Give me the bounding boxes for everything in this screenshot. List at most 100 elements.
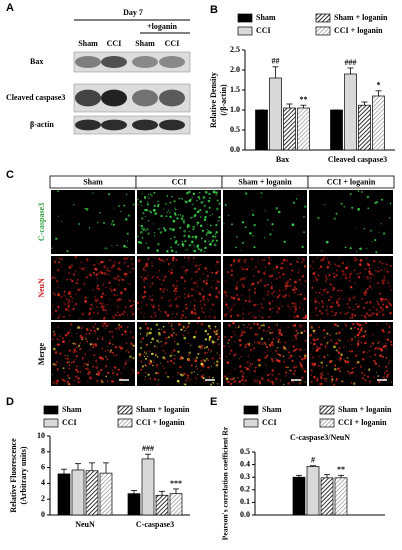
cell-signal — [173, 207, 176, 209]
cell-signal — [233, 260, 236, 263]
cell-signal — [336, 324, 340, 328]
cell-signal — [205, 233, 208, 237]
cell-signal — [333, 276, 336, 279]
cell-signal — [331, 378, 334, 381]
cell-signal — [176, 342, 180, 346]
cell-signal — [155, 364, 159, 367]
cell-signal — [289, 307, 292, 310]
cell-signal — [156, 367, 159, 369]
cell-signal — [320, 376, 323, 380]
cell-signal — [156, 383, 159, 386]
cell-signal — [210, 286, 213, 289]
cell-signal — [140, 294, 143, 297]
cell-signal — [102, 308, 105, 312]
cell-signal — [93, 330, 96, 333]
cell-signal — [139, 231, 143, 234]
cell-signal — [105, 356, 107, 358]
cell-signal — [126, 232, 129, 235]
significance-mark: ### — [142, 444, 154, 453]
cell-signal — [169, 359, 173, 363]
cell-signal — [147, 258, 150, 260]
cell-signal — [180, 317, 183, 320]
cell-signal — [292, 305, 294, 308]
cell-signal — [194, 228, 196, 230]
cell-signal — [206, 274, 209, 277]
cell-signal — [184, 330, 186, 332]
cell-signal — [77, 377, 80, 380]
cell-signal — [88, 332, 91, 335]
cell-signal — [153, 235, 156, 237]
cell-signal — [361, 266, 363, 268]
cell-signal — [140, 312, 142, 314]
cell-signal — [218, 290, 221, 293]
cell-signal — [124, 361, 128, 365]
cell-signal — [156, 339, 159, 342]
cell-signal — [88, 273, 92, 277]
cell-signal — [73, 305, 75, 307]
cell-signal — [166, 258, 169, 261]
cell-signal — [261, 377, 264, 381]
cell-signal — [203, 311, 205, 314]
cell-signal — [368, 267, 371, 270]
cell-signal — [277, 338, 281, 341]
cell-signal — [294, 308, 297, 311]
cell-signal — [363, 315, 367, 318]
cell-signal — [334, 364, 337, 367]
cell-signal — [208, 315, 211, 318]
cell-signal — [364, 289, 367, 292]
cell-signal — [139, 346, 143, 350]
cell-signal — [131, 267, 134, 270]
cell-signal — [293, 302, 297, 305]
cell-signal — [218, 383, 220, 385]
cell-signal — [193, 335, 196, 339]
cell-signal — [327, 372, 329, 375]
cell-signal — [162, 290, 165, 293]
cell-signal — [179, 357, 182, 361]
cell-signal — [116, 244, 118, 246]
cell-signal — [167, 270, 170, 272]
cell-signal — [196, 321, 199, 325]
cell-signal — [204, 307, 206, 309]
cell-signal — [370, 229, 372, 232]
cell-signal — [108, 193, 111, 196]
cell-signal — [337, 304, 340, 307]
cell-signal — [389, 331, 391, 333]
legend-swatch — [117, 405, 133, 415]
cell-signal — [147, 355, 149, 358]
cell-signal — [199, 208, 202, 212]
cell-signal — [171, 304, 173, 306]
cell-signal — [216, 360, 219, 363]
cell-signal — [120, 291, 123, 295]
cell-signal — [369, 300, 372, 304]
cell-signal — [75, 355, 78, 358]
cell-signal — [188, 380, 190, 382]
row-label: Merge — [37, 342, 46, 365]
cell-signal — [278, 373, 280, 375]
cell-signal — [52, 347, 56, 351]
cell-signal — [148, 197, 150, 200]
cell-signal — [341, 261, 344, 265]
cell-signal — [387, 338, 390, 341]
cell-signal — [117, 267, 120, 270]
cell-signal — [241, 312, 245, 315]
cell-signal — [84, 266, 86, 269]
cell-signal — [313, 333, 316, 335]
cell-signal — [234, 340, 236, 343]
cell-signal — [158, 328, 160, 330]
cell-signal — [304, 279, 307, 283]
cell-signal — [258, 341, 261, 344]
cell-signal — [179, 213, 182, 216]
cell-signal — [322, 312, 324, 315]
cell-signal — [354, 259, 357, 262]
cell-signal — [321, 250, 323, 252]
cell-signal — [224, 375, 227, 378]
cell-signal — [57, 293, 60, 297]
cell-signal — [68, 349, 71, 352]
cell-signal — [317, 297, 320, 299]
cell-signal — [163, 367, 165, 369]
cell-signal — [202, 310, 204, 313]
cell-signal — [174, 355, 176, 357]
cell-signal — [277, 210, 281, 214]
cell-signal — [385, 262, 386, 264]
cell-signal — [60, 265, 62, 268]
